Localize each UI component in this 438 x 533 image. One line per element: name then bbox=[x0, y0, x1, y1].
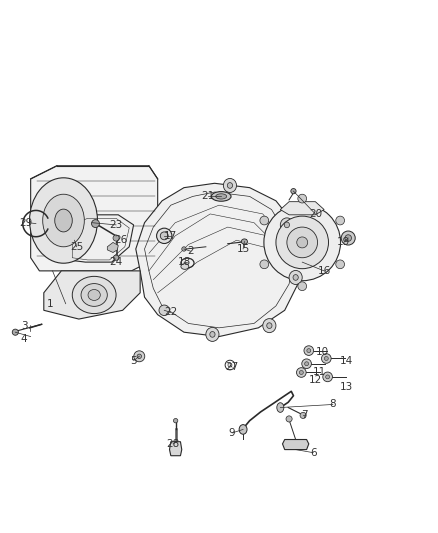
Ellipse shape bbox=[293, 274, 298, 280]
Ellipse shape bbox=[12, 329, 18, 335]
Ellipse shape bbox=[29, 178, 97, 263]
Text: 14: 14 bbox=[339, 356, 353, 366]
Ellipse shape bbox=[134, 351, 145, 362]
Polygon shape bbox=[44, 271, 140, 319]
Ellipse shape bbox=[300, 413, 306, 418]
Text: 16: 16 bbox=[318, 266, 331, 276]
Ellipse shape bbox=[277, 403, 284, 413]
Ellipse shape bbox=[88, 289, 100, 301]
Ellipse shape bbox=[307, 349, 311, 352]
Text: 21: 21 bbox=[201, 191, 215, 201]
Ellipse shape bbox=[206, 327, 219, 342]
Polygon shape bbox=[31, 166, 158, 271]
Ellipse shape bbox=[341, 231, 355, 245]
Ellipse shape bbox=[211, 191, 231, 201]
Text: 6: 6 bbox=[310, 448, 317, 458]
Text: 12: 12 bbox=[309, 375, 322, 385]
Text: 8: 8 bbox=[329, 399, 336, 409]
Polygon shape bbox=[283, 440, 309, 449]
Polygon shape bbox=[136, 183, 302, 336]
Ellipse shape bbox=[113, 235, 119, 241]
Text: 18: 18 bbox=[177, 257, 191, 267]
Ellipse shape bbox=[276, 216, 328, 269]
Ellipse shape bbox=[299, 370, 303, 375]
Polygon shape bbox=[170, 442, 182, 456]
Ellipse shape bbox=[181, 264, 189, 269]
Polygon shape bbox=[107, 243, 118, 253]
Ellipse shape bbox=[326, 375, 330, 379]
Text: 2: 2 bbox=[187, 246, 194, 256]
Ellipse shape bbox=[173, 418, 178, 423]
Ellipse shape bbox=[264, 204, 340, 281]
Text: 22: 22 bbox=[164, 308, 177, 318]
Ellipse shape bbox=[239, 425, 247, 434]
Text: 1: 1 bbox=[47, 298, 54, 309]
Text: 19: 19 bbox=[337, 237, 350, 247]
Ellipse shape bbox=[345, 235, 352, 241]
Ellipse shape bbox=[284, 222, 290, 228]
Ellipse shape bbox=[280, 218, 293, 232]
Text: 5: 5 bbox=[130, 356, 137, 366]
Text: 20: 20 bbox=[309, 209, 322, 219]
Ellipse shape bbox=[215, 194, 227, 199]
Text: 27: 27 bbox=[226, 362, 239, 372]
Ellipse shape bbox=[287, 227, 318, 258]
Text: 4: 4 bbox=[21, 334, 28, 344]
Ellipse shape bbox=[92, 220, 99, 228]
Ellipse shape bbox=[55, 209, 72, 232]
Ellipse shape bbox=[160, 232, 168, 240]
Text: 23: 23 bbox=[110, 220, 123, 230]
Ellipse shape bbox=[298, 194, 307, 203]
Ellipse shape bbox=[336, 216, 345, 225]
Ellipse shape bbox=[210, 332, 215, 337]
Text: 3: 3 bbox=[21, 321, 28, 330]
Ellipse shape bbox=[267, 323, 272, 328]
Text: 26: 26 bbox=[114, 235, 127, 245]
Ellipse shape bbox=[260, 216, 268, 225]
Ellipse shape bbox=[157, 228, 172, 244]
Text: 11: 11 bbox=[313, 367, 326, 377]
Ellipse shape bbox=[42, 194, 84, 247]
Text: 25: 25 bbox=[70, 242, 83, 252]
Text: 17: 17 bbox=[164, 231, 177, 241]
Ellipse shape bbox=[182, 247, 186, 251]
Ellipse shape bbox=[304, 346, 314, 356]
Ellipse shape bbox=[289, 270, 302, 285]
Ellipse shape bbox=[81, 284, 107, 306]
Text: 9: 9 bbox=[229, 428, 236, 438]
Text: 10: 10 bbox=[315, 347, 328, 357]
Ellipse shape bbox=[323, 372, 332, 382]
Ellipse shape bbox=[286, 416, 292, 422]
Ellipse shape bbox=[72, 276, 116, 313]
Ellipse shape bbox=[297, 368, 306, 377]
Ellipse shape bbox=[227, 183, 233, 188]
Ellipse shape bbox=[223, 179, 237, 192]
Text: 7: 7 bbox=[301, 410, 308, 421]
Ellipse shape bbox=[159, 305, 170, 316]
Text: 15: 15 bbox=[237, 244, 250, 254]
Ellipse shape bbox=[291, 189, 296, 194]
Ellipse shape bbox=[113, 255, 119, 260]
Ellipse shape bbox=[304, 362, 308, 366]
Text: 24: 24 bbox=[110, 257, 123, 267]
Ellipse shape bbox=[321, 354, 331, 364]
Ellipse shape bbox=[137, 354, 141, 359]
Ellipse shape bbox=[302, 359, 311, 368]
Polygon shape bbox=[280, 201, 324, 215]
Text: 29: 29 bbox=[20, 217, 33, 228]
Ellipse shape bbox=[297, 237, 307, 248]
Ellipse shape bbox=[263, 319, 276, 333]
Ellipse shape bbox=[241, 239, 247, 244]
Ellipse shape bbox=[324, 357, 328, 360]
Polygon shape bbox=[68, 215, 134, 262]
Ellipse shape bbox=[336, 260, 345, 269]
Ellipse shape bbox=[298, 282, 307, 290]
Text: 13: 13 bbox=[339, 382, 353, 392]
Ellipse shape bbox=[260, 260, 268, 269]
Text: 28: 28 bbox=[166, 439, 180, 449]
